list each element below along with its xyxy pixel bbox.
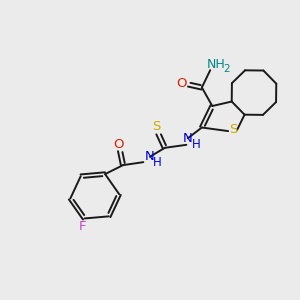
- Text: NH: NH: [207, 58, 226, 71]
- Text: H: H: [191, 138, 200, 151]
- Text: 2: 2: [223, 64, 230, 74]
- Text: F: F: [79, 220, 87, 233]
- Text: S: S: [152, 120, 160, 134]
- Text: N: N: [145, 150, 155, 163]
- Text: O: O: [113, 138, 124, 151]
- Text: S: S: [229, 123, 238, 136]
- Text: H: H: [153, 156, 162, 169]
- Text: O: O: [177, 77, 187, 90]
- Text: N: N: [183, 132, 193, 145]
